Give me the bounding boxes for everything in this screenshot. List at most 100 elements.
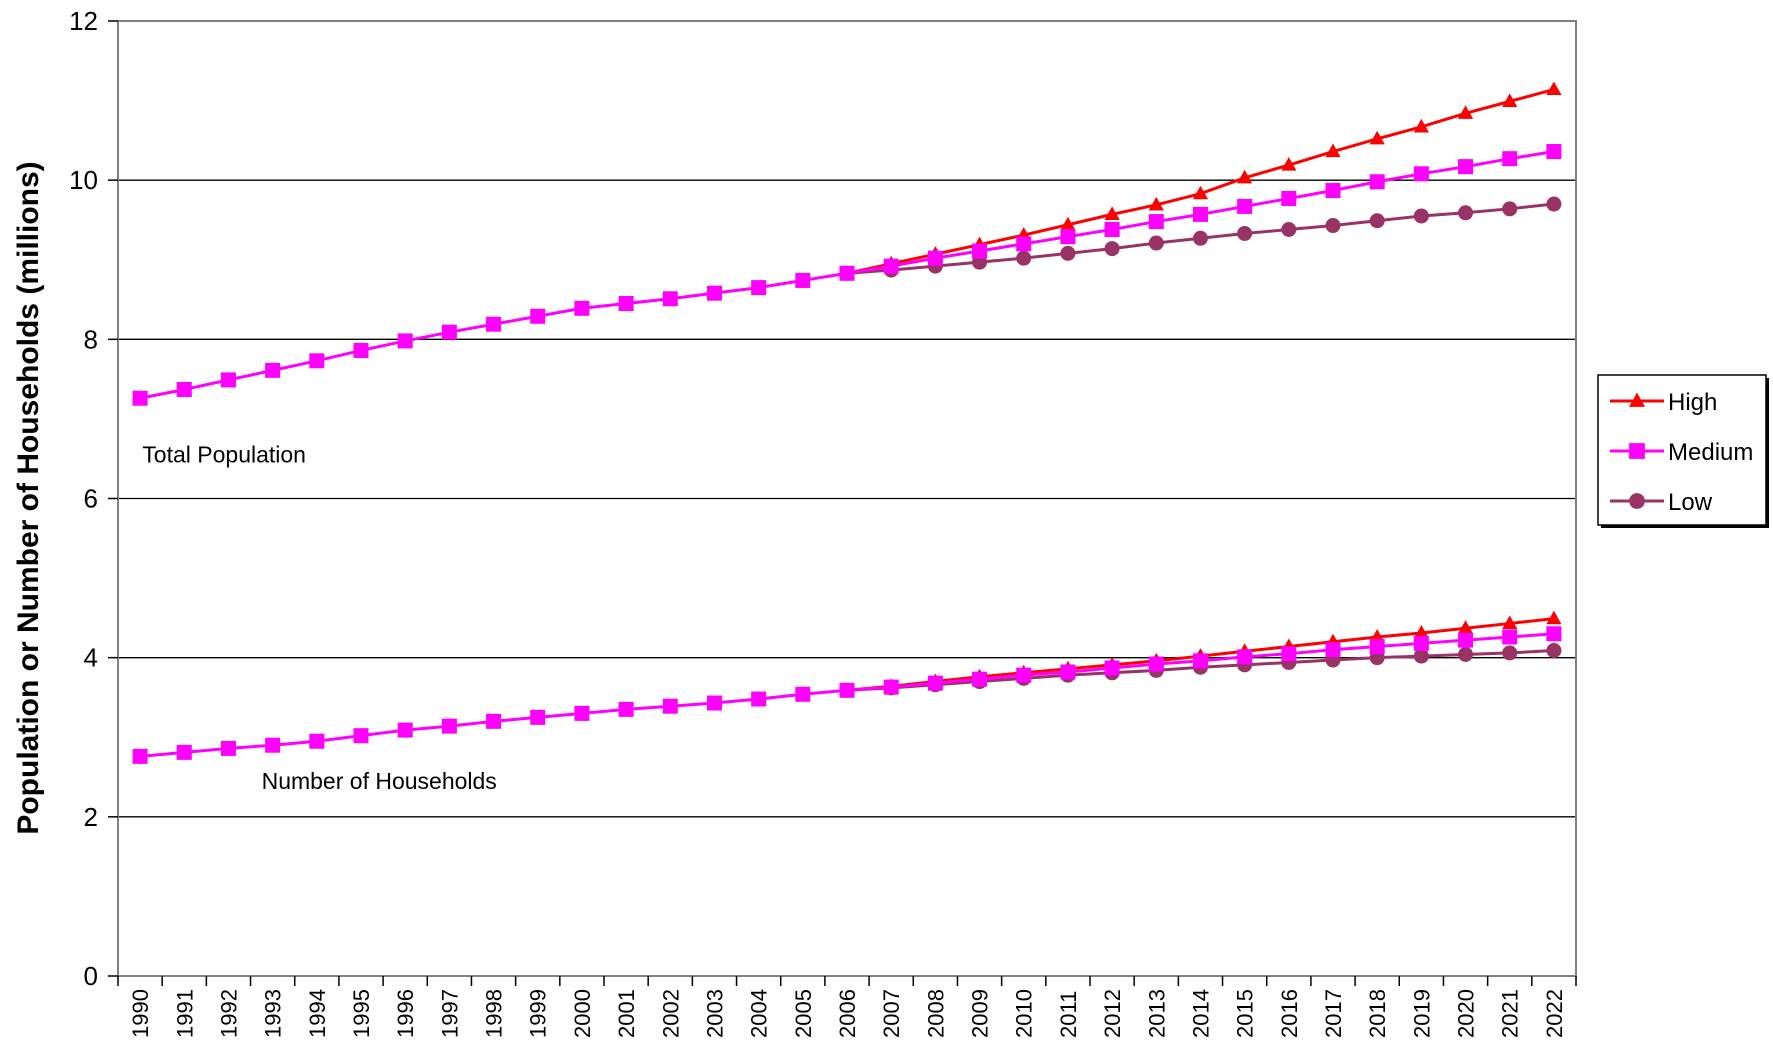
x-tick-label: 2003: [702, 989, 727, 1038]
circle-marker: [1237, 225, 1253, 241]
square-marker: [220, 740, 236, 756]
y-tick-label: 8: [84, 324, 98, 354]
square-marker: [839, 265, 855, 281]
square-marker: [132, 390, 148, 406]
x-tick-label: 1995: [349, 989, 374, 1038]
square-marker: [1060, 229, 1076, 245]
legend-item-low: Low: [1610, 489, 1713, 516]
square-marker: [1325, 642, 1341, 658]
x-tick-label: 1999: [526, 989, 551, 1038]
square-marker: [1458, 159, 1474, 175]
square-marker: [795, 686, 811, 702]
triangle-marker: [1457, 620, 1474, 634]
square-marker: [751, 280, 767, 296]
square-marker: [972, 671, 988, 687]
square-marker: [1016, 236, 1032, 252]
y-tick-label: 0: [84, 961, 98, 991]
square-marker: [618, 701, 634, 717]
square-marker: [309, 353, 325, 369]
square-marker: [883, 679, 899, 695]
series-low-population: [839, 196, 1562, 281]
square-marker: [706, 695, 722, 711]
circle-marker: [1458, 646, 1474, 662]
axes: 0 2 4 6 8 10 12 1990 1991 1992 1993 1994 1995 1996 199…: [69, 6, 1577, 1038]
square-marker: [1148, 656, 1164, 672]
square-marker: [530, 709, 546, 725]
x-tick-label: 1991: [172, 989, 197, 1038]
annotation-label: Number of Households: [262, 768, 497, 794]
x-tick-label: 2008: [923, 989, 948, 1038]
y-tick-label: 2: [84, 802, 98, 832]
triangle-marker: [1060, 216, 1076, 231]
x-tick-label: 2002: [658, 989, 683, 1038]
square-marker: [132, 748, 148, 764]
legend-label: Medium: [1668, 439, 1753, 466]
circle-marker: [1502, 645, 1518, 661]
square-marker: [1546, 144, 1562, 160]
circle-marker: [1413, 648, 1429, 664]
triangle-marker: [1237, 169, 1253, 184]
x-tick-label: 2019: [1409, 989, 1434, 1038]
x-tick-label: 2007: [879, 989, 904, 1038]
square-marker: [1281, 190, 1297, 206]
x-tick-label: 2009: [968, 989, 993, 1038]
circle-marker: [1546, 196, 1562, 212]
x-tick-label: 2011: [1056, 991, 1081, 1038]
triangle-marker: [1629, 392, 1645, 407]
y-axis-label: Population or Number of Households (mill…: [12, 161, 45, 834]
square-marker: [441, 324, 457, 340]
x-tick-label: 2004: [747, 989, 772, 1038]
square-marker: [353, 342, 369, 358]
square-marker: [839, 682, 855, 698]
square-marker: [1325, 183, 1341, 199]
square-marker: [353, 728, 369, 744]
square-marker: [1192, 653, 1208, 669]
square-marker: [618, 296, 634, 312]
square-marker: [1413, 166, 1429, 182]
square-marker: [486, 316, 502, 332]
circle-marker: [1016, 250, 1032, 266]
x-tick-label: 2016: [1277, 989, 1302, 1038]
square-marker: [662, 698, 678, 714]
square-marker: [1016, 667, 1032, 683]
x-tick-label: 1994: [305, 989, 330, 1038]
x-tick-label: 2012: [1100, 989, 1125, 1038]
series: [132, 81, 1562, 764]
square-marker: [220, 372, 236, 388]
square-marker: [530, 308, 546, 324]
x-tick-label: 2021: [1498, 989, 1523, 1038]
triangle-marker: [1192, 185, 1209, 200]
legend-item-medium: Medium: [1610, 439, 1753, 466]
series-medium-households: [132, 626, 1562, 764]
circle-marker: [1546, 643, 1562, 659]
x-tick-label: 2013: [1144, 989, 1169, 1038]
x-tick-label: 2001: [614, 989, 639, 1038]
x-tick-label: 2006: [835, 989, 860, 1038]
square-marker: [883, 258, 899, 274]
square-marker: [706, 285, 722, 301]
square-marker: [1237, 198, 1253, 214]
square-marker: [1237, 649, 1253, 665]
circle-marker: [1629, 493, 1645, 509]
x-tick-label: 2017: [1321, 989, 1346, 1038]
square-marker: [1148, 214, 1164, 230]
triangle-marker: [1104, 206, 1120, 220]
triangle-marker: [1413, 118, 1429, 133]
square-marker: [1413, 635, 1429, 651]
circle-marker: [1413, 208, 1429, 224]
circle-marker: [1060, 245, 1076, 261]
x-tick-label: 1993: [261, 989, 286, 1038]
square-marker: [574, 300, 590, 316]
circle-marker: [1502, 201, 1518, 217]
x-tick-label: 2020: [1454, 989, 1479, 1038]
triangle-marker: [1502, 93, 1518, 107]
triangle-marker: [1413, 624, 1429, 639]
triangle-marker: [1502, 615, 1518, 630]
y-tick-label: 4: [84, 643, 98, 673]
square-marker: [1192, 206, 1208, 222]
square-marker: [574, 705, 590, 721]
y-tick-label: 12: [69, 6, 98, 36]
triangle-marker: [1148, 196, 1164, 211]
x-tick-label: 1996: [393, 989, 418, 1038]
